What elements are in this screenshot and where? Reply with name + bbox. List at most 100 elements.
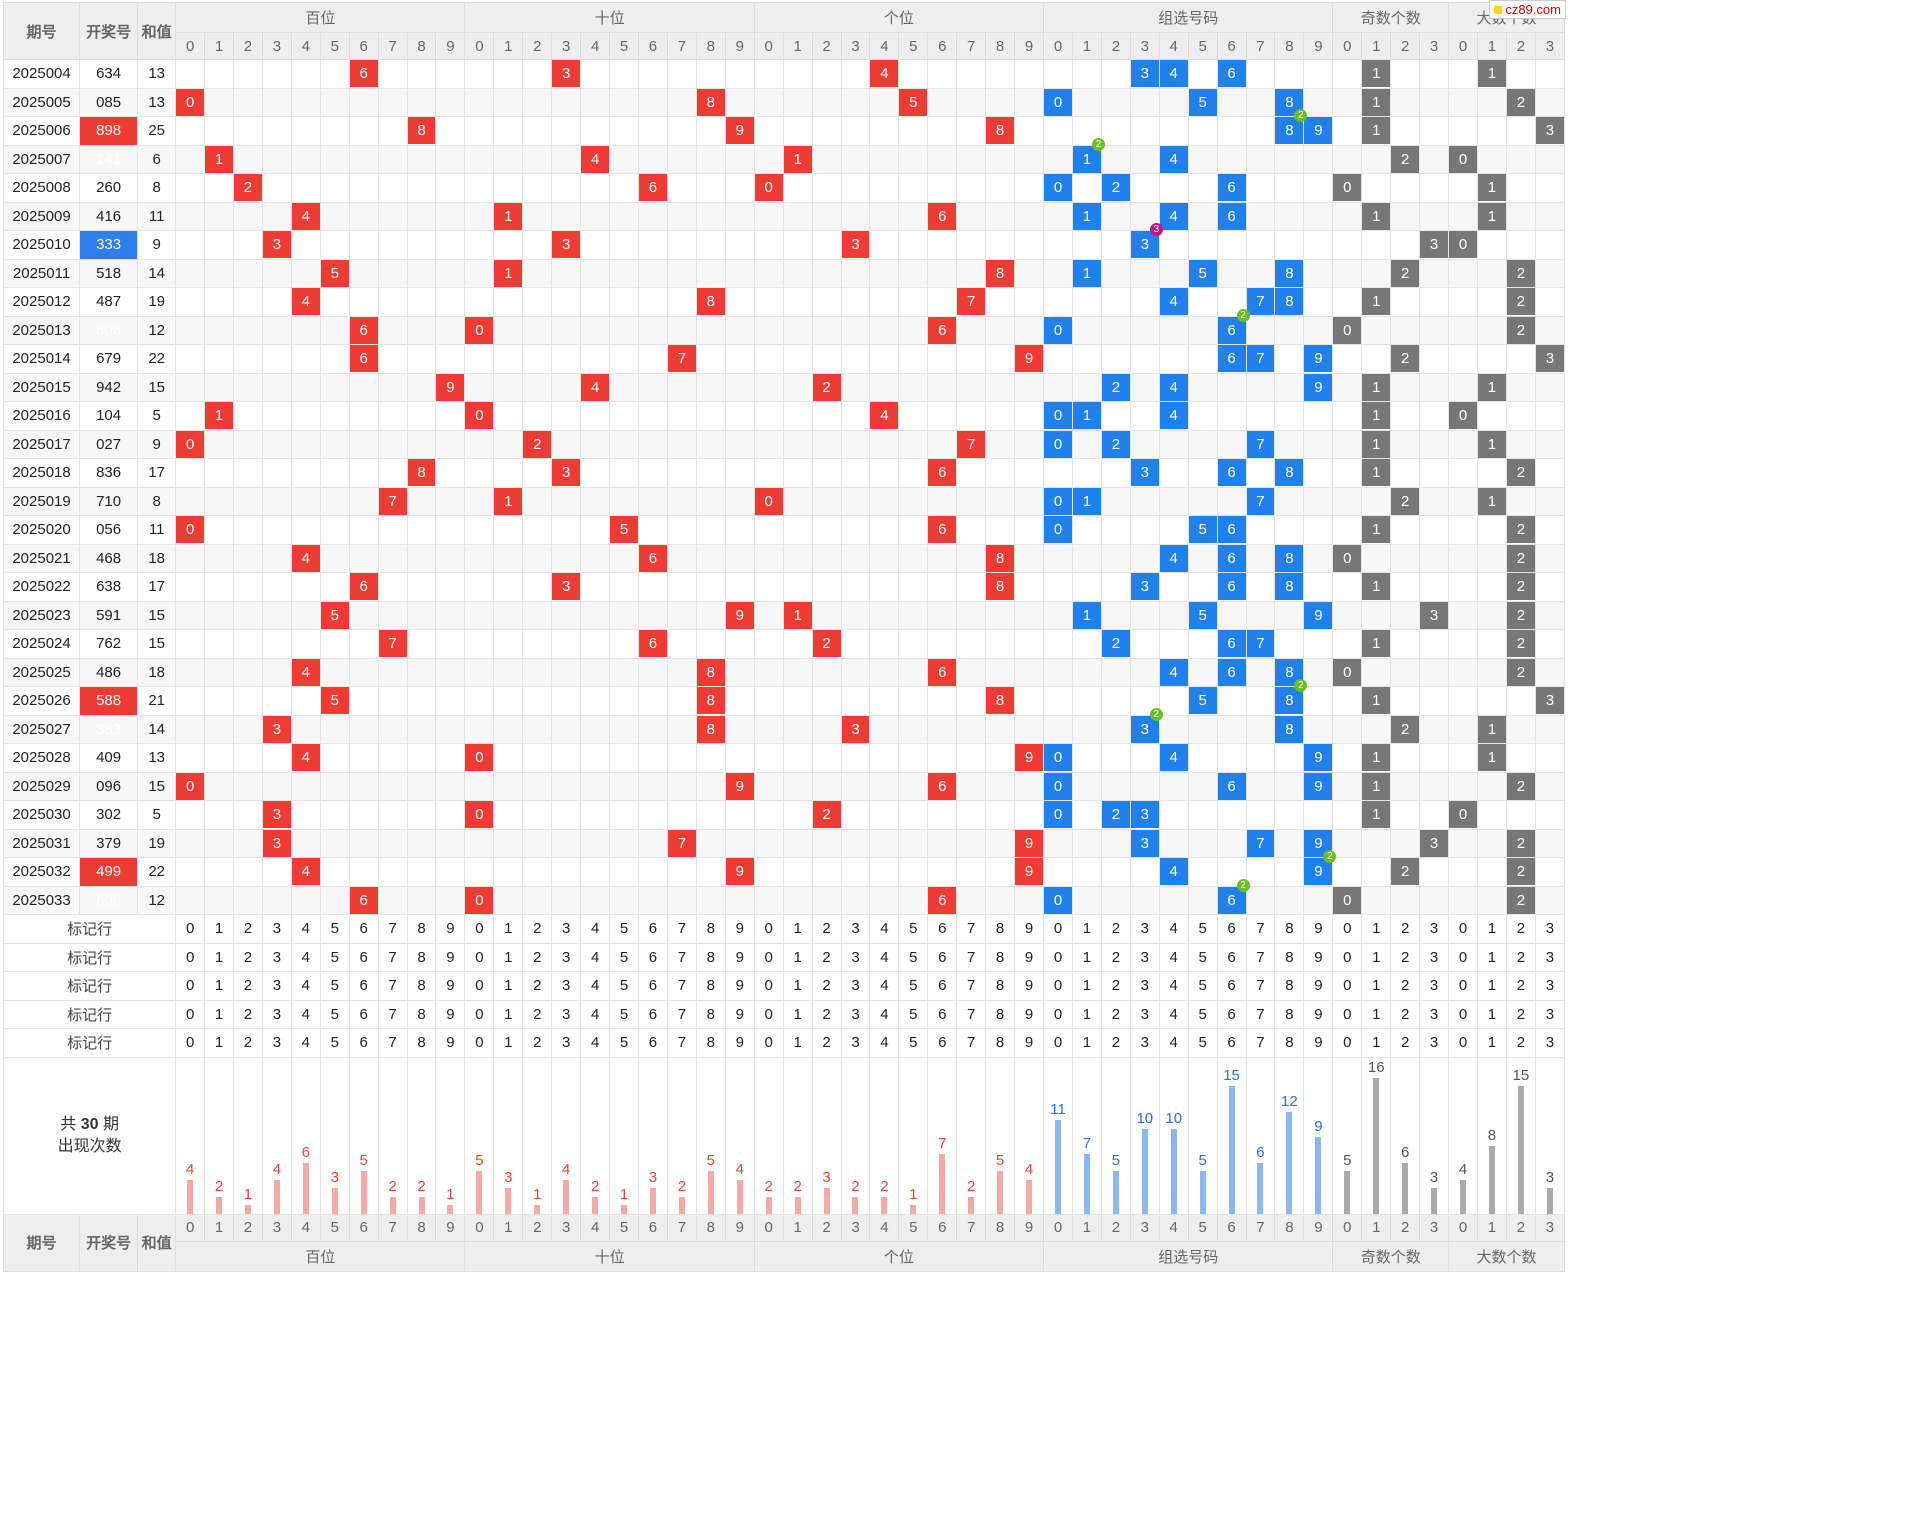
- mark-cell-group-9[interactable]: 9: [1303, 914, 1334, 944]
- site-logo[interactable]: cz89.com: [1489, 0, 1566, 19]
- mark-cell-group-6[interactable]: 6: [1216, 914, 1247, 944]
- mark-cell-tens-8[interactable]: 8: [695, 942, 726, 972]
- mark-cell-odd-0[interactable]: 0: [1332, 971, 1363, 1001]
- mark-cell-big-3[interactable]: 3: [1534, 999, 1566, 1029]
- mark-cell-units-5[interactable]: 5: [898, 999, 929, 1029]
- mark-cell-group-8[interactable]: 8: [1274, 971, 1305, 1001]
- mark-cell-group-5[interactable]: 5: [1187, 1028, 1218, 1058]
- mark-cell-big-3[interactable]: 3: [1534, 971, 1566, 1001]
- mark-cell-hundreds-3[interactable]: 3: [261, 914, 292, 944]
- mark-cell-group-9[interactable]: 9: [1303, 942, 1334, 972]
- mark-cell-units-0[interactable]: 0: [753, 1028, 784, 1058]
- mark-cell-hundreds-3[interactable]: 3: [261, 999, 292, 1029]
- mark-cell-group-4[interactable]: 4: [1158, 942, 1189, 972]
- mark-cell-odd-3[interactable]: 3: [1419, 971, 1450, 1001]
- mark-cell-odd-1[interactable]: 1: [1361, 1028, 1392, 1058]
- mark-cell-tens-8[interactable]: 8: [695, 1028, 726, 1058]
- mark-cell-group-6[interactable]: 6: [1216, 971, 1247, 1001]
- mark-cell-units-7[interactable]: 7: [956, 914, 987, 944]
- mark-cell-tens-2[interactable]: 2: [522, 942, 553, 972]
- mark-cell-units-9[interactable]: 9: [1014, 999, 1045, 1029]
- mark-cell-tens-1[interactable]: 1: [493, 971, 524, 1001]
- mark-cell-group-5[interactable]: 5: [1187, 914, 1218, 944]
- mark-cell-units-8[interactable]: 8: [985, 914, 1016, 944]
- mark-cell-tens-9[interactable]: 9: [724, 1028, 755, 1058]
- mark-cell-group-4[interactable]: 4: [1158, 1028, 1189, 1058]
- mark-cell-tens-8[interactable]: 8: [695, 999, 726, 1029]
- mark-cell-tens-5[interactable]: 5: [609, 999, 639, 1029]
- mark-cell-units-1[interactable]: 1: [782, 1028, 813, 1058]
- mark-cell-units-6[interactable]: 6: [927, 999, 958, 1029]
- mark-cell-units-0[interactable]: 0: [753, 942, 784, 972]
- mark-cell-group-9[interactable]: 9: [1303, 999, 1334, 1029]
- mark-cell-hundreds-0[interactable]: 0: [175, 914, 206, 944]
- mark-cell-tens-8[interactable]: 8: [695, 971, 726, 1001]
- mark-cell-units-8[interactable]: 8: [985, 971, 1016, 1001]
- mark-cell-tens-2[interactable]: 2: [522, 914, 553, 944]
- mark-row[interactable]: 标记行 0 1 2 3 4 5 6 7 8 9 0 1 2 3 4 5 6 7 8 9 0 1 2 3 4 5 6 7 8 9 0 1 2 3 4 5 6…: [2, 971, 1566, 1001]
- mark-cell-big-3[interactable]: 3: [1534, 914, 1566, 944]
- mark-cell-odd-2[interactable]: 2: [1390, 971, 1421, 1001]
- mark-cell-group-6[interactable]: 6: [1216, 1028, 1247, 1058]
- mark-cell-group-8[interactable]: 8: [1274, 1028, 1305, 1058]
- mark-cell-hundreds-5[interactable]: 5: [319, 942, 350, 972]
- mark-cell-group-0[interactable]: 0: [1043, 1028, 1073, 1058]
- mark-cell-group-0[interactable]: 0: [1043, 971, 1073, 1001]
- mark-cell-hundreds-4[interactable]: 4: [290, 999, 321, 1029]
- mark-cell-hundreds-9[interactable]: 9: [435, 914, 466, 944]
- mark-cell-hundreds-1[interactable]: 1: [204, 942, 235, 972]
- mark-cell-tens-4[interactable]: 4: [580, 1028, 611, 1058]
- mark-cell-big-2[interactable]: 2: [1505, 914, 1536, 944]
- header-issue[interactable]: 期号: [2, 1213, 81, 1272]
- mark-cell-hundreds-3[interactable]: 3: [261, 1028, 292, 1058]
- mark-cell-tens-9[interactable]: 9: [724, 942, 755, 972]
- mark-cell-units-5[interactable]: 5: [898, 914, 929, 944]
- mark-cell-units-3[interactable]: 3: [840, 914, 871, 944]
- mark-cell-hundreds-4[interactable]: 4: [290, 942, 321, 972]
- mark-cell-hundreds-4[interactable]: 4: [290, 971, 321, 1001]
- mark-cell-hundreds-5[interactable]: 5: [319, 971, 350, 1001]
- mark-cell-odd-1[interactable]: 1: [1361, 942, 1392, 972]
- mark-cell-big-1[interactable]: 1: [1476, 942, 1507, 972]
- mark-cell-units-9[interactable]: 9: [1014, 1028, 1045, 1058]
- mark-cell-tens-4[interactable]: 4: [580, 942, 611, 972]
- mark-cell-tens-0[interactable]: 0: [464, 942, 495, 972]
- mark-cell-tens-7[interactable]: 7: [666, 971, 697, 1001]
- mark-cell-hundreds-0[interactable]: 0: [175, 1028, 206, 1058]
- mark-cell-tens-3[interactable]: 3: [551, 999, 582, 1029]
- mark-cell-tens-2[interactable]: 2: [522, 999, 553, 1029]
- mark-cell-group-3[interactable]: 3: [1129, 1028, 1160, 1058]
- mark-cell-hundreds-6[interactable]: 6: [348, 971, 379, 1001]
- mark-cell-tens-7[interactable]: 7: [666, 914, 697, 944]
- mark-row[interactable]: 标记行 0 1 2 3 4 5 6 7 8 9 0 1 2 3 4 5 6 7 8 9 0 1 2 3 4 5 6 7 8 9 0 1 2 3 4 5 6…: [2, 914, 1566, 944]
- mark-cell-hundreds-4[interactable]: 4: [290, 1028, 321, 1058]
- mark-cell-hundreds-8[interactable]: 8: [406, 942, 437, 972]
- mark-cell-units-3[interactable]: 3: [840, 971, 871, 1001]
- mark-cell-big-1[interactable]: 1: [1476, 971, 1507, 1001]
- mark-cell-units-0[interactable]: 0: [753, 999, 784, 1029]
- mark-cell-big-0[interactable]: 0: [1448, 1028, 1478, 1058]
- mark-cell-hundreds-9[interactable]: 9: [435, 971, 466, 1001]
- mark-cell-hundreds-3[interactable]: 3: [261, 942, 292, 972]
- mark-cell-units-5[interactable]: 5: [898, 1028, 929, 1058]
- mark-cell-tens-6[interactable]: 6: [638, 971, 668, 1001]
- mark-cell-tens-8[interactable]: 8: [695, 914, 726, 944]
- mark-cell-tens-4[interactable]: 4: [580, 999, 611, 1029]
- mark-cell-group-7[interactable]: 7: [1245, 1028, 1276, 1058]
- mark-cell-hundreds-6[interactable]: 6: [348, 999, 379, 1029]
- mark-cell-tens-7[interactable]: 7: [666, 942, 697, 972]
- mark-cell-tens-6[interactable]: 6: [638, 999, 668, 1029]
- mark-cell-group-1[interactable]: 1: [1071, 1028, 1102, 1058]
- mark-cell-units-2[interactable]: 2: [811, 971, 842, 1001]
- mark-cell-hundreds-9[interactable]: 9: [435, 1028, 466, 1058]
- mark-cell-group-0[interactable]: 0: [1043, 914, 1073, 944]
- mark-cell-units-5[interactable]: 5: [898, 942, 929, 972]
- mark-cell-group-4[interactable]: 4: [1158, 971, 1189, 1001]
- mark-cell-tens-5[interactable]: 5: [609, 971, 639, 1001]
- mark-cell-group-0[interactable]: 0: [1043, 999, 1073, 1029]
- mark-cell-big-1[interactable]: 1: [1476, 1028, 1507, 1058]
- mark-cell-group-2[interactable]: 2: [1100, 942, 1131, 972]
- mark-cell-hundreds-6[interactable]: 6: [348, 942, 379, 972]
- mark-cell-big-3[interactable]: 3: [1534, 942, 1566, 972]
- mark-cell-hundreds-0[interactable]: 0: [175, 971, 206, 1001]
